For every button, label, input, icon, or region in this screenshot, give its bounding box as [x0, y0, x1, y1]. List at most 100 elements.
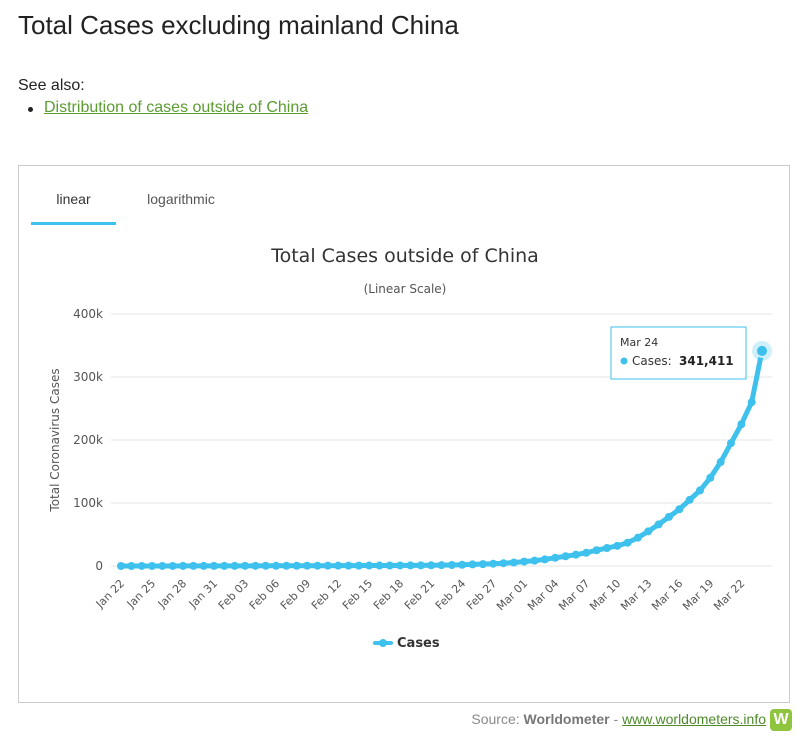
x-tick-label: Jan 31 — [186, 577, 220, 611]
data-point — [210, 561, 219, 570]
data-point — [179, 561, 188, 570]
data-point — [551, 553, 560, 562]
data-point — [582, 548, 591, 557]
data-point — [685, 495, 694, 504]
x-tick-label: Feb 21 — [402, 577, 437, 612]
x-tick-label: Feb 09 — [278, 577, 313, 612]
data-point — [633, 533, 642, 542]
source-line: Source: Worldometer - www.worldometers.i… — [471, 711, 766, 727]
y-tick-label: 200k — [73, 433, 103, 447]
data-point — [489, 559, 498, 568]
y-tick-label: 400k — [73, 307, 103, 321]
data-point — [117, 561, 125, 570]
worldometer-logo-icon: W — [770, 709, 792, 731]
data-point — [375, 561, 384, 570]
see-also-item: Distribution of cases outside of China — [27, 99, 309, 117]
chart-title: Total Cases outside of China — [270, 245, 539, 267]
data-point — [726, 439, 735, 448]
page-title: Total Cases excluding mainland China — [18, 10, 459, 40]
data-point — [613, 541, 622, 550]
data-point — [158, 561, 167, 570]
chart-svg: Total Cases outside of China (Linear Scal… — [48, 245, 772, 651]
tab-linear[interactable]: linear — [31, 184, 116, 225]
x-tick-label: Mar 16 — [649, 577, 685, 613]
data-point — [137, 561, 146, 570]
data-point — [478, 560, 487, 569]
x-tick-label: Mar 10 — [587, 577, 623, 613]
x-tick-label: Mar 07 — [556, 577, 592, 613]
x-tick-label: Jan 28 — [155, 577, 189, 611]
data-point — [365, 561, 374, 570]
data-point — [313, 561, 322, 570]
tooltip-marker-icon — [620, 357, 628, 365]
data-point — [303, 561, 312, 570]
x-tick-label: Feb 06 — [247, 577, 282, 612]
data-point — [747, 398, 756, 407]
data-point — [755, 343, 769, 358]
tooltip-box — [610, 326, 747, 380]
data-point — [447, 560, 456, 569]
x-tick-label: Feb 18 — [371, 577, 406, 612]
data-point — [127, 561, 136, 570]
y-tick-label: 300k — [73, 370, 103, 384]
data-point — [168, 561, 177, 570]
data-point — [623, 538, 632, 547]
x-tick-label: Mar 22 — [711, 577, 747, 613]
x-tick-label: Feb 27 — [464, 577, 499, 612]
x-tick-label: Mar 01 — [494, 577, 530, 613]
legend-marker-icon — [379, 639, 387, 647]
x-tick-label: Mar 19 — [680, 577, 716, 613]
data-point — [530, 556, 539, 565]
data-point — [416, 561, 425, 570]
y-tick-label: 100k — [73, 496, 103, 510]
data-point — [251, 561, 260, 570]
data-point — [292, 561, 301, 570]
tooltip-label: Cases: — [632, 354, 672, 368]
data-point — [716, 458, 725, 467]
data-point — [520, 557, 529, 566]
y-axis-label: Total Coronavirus Cases — [48, 368, 62, 512]
data-point — [199, 561, 208, 570]
data-point — [261, 561, 270, 570]
tooltip-value: 341,411 — [679, 354, 734, 368]
data-point — [396, 561, 405, 570]
data-point — [148, 561, 157, 570]
data-point — [675, 505, 684, 514]
y-tick-label: 0 — [95, 559, 103, 573]
data-point — [323, 561, 332, 570]
tab-logarithmic[interactable]: logarithmic — [147, 191, 215, 207]
x-tick-label: Feb 15 — [340, 577, 375, 612]
chart-subtitle: (Linear Scale) — [364, 282, 447, 296]
data-point — [189, 561, 198, 570]
data-point — [571, 550, 580, 559]
cases-series-line — [118, 348, 765, 569]
data-point — [437, 561, 446, 570]
data-point — [282, 561, 291, 570]
data-point — [695, 486, 704, 495]
data-point — [499, 559, 508, 568]
source-link[interactable]: www.worldometers.info — [622, 711, 766, 727]
distribution-link[interactable]: Distribution of cases outside of China — [44, 99, 309, 116]
data-point — [602, 544, 611, 553]
data-point — [654, 520, 663, 529]
source-label: Source: — [471, 711, 520, 727]
x-tick-label: Feb 24 — [433, 577, 468, 612]
data-point — [344, 561, 353, 570]
data-point — [509, 558, 518, 567]
x-tick-label: Jan 25 — [124, 577, 158, 611]
source-separator: - — [613, 711, 619, 727]
data-point — [664, 512, 673, 521]
data-point — [706, 473, 715, 482]
data-point — [540, 555, 549, 564]
data-point — [272, 561, 281, 570]
see-also-list: Distribution of cases outside of China — [27, 99, 309, 117]
data-point — [468, 560, 477, 569]
see-also-label: See also: — [18, 77, 85, 94]
source-name: Worldometer — [523, 711, 610, 727]
data-point — [427, 561, 436, 570]
data-point — [385, 561, 394, 570]
data-point — [561, 552, 570, 561]
x-tick-label: Feb 03 — [216, 577, 251, 612]
data-point — [406, 561, 415, 570]
data-point — [737, 420, 746, 429]
